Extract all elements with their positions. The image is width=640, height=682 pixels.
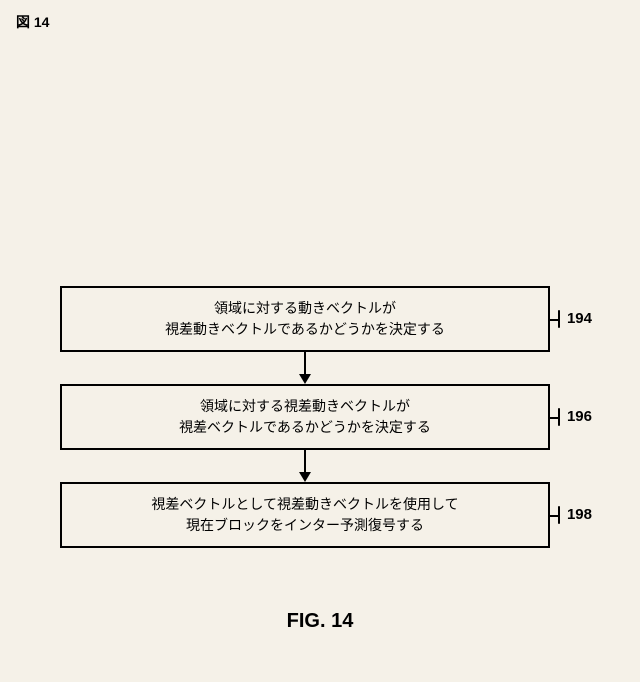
ref-label-1: 194 (567, 308, 592, 331)
flow-box-1: 領域に対する動きベクトルが 視差動きベクトルであるかどうかを決定する 194 (60, 286, 550, 352)
flow-box-1-line2: 視差動きベクトルであるかどうかを決定する (76, 319, 534, 340)
flow-box-1-line1: 領域に対する動きベクトルが (76, 298, 534, 319)
flowchart: 領域に対する動きベクトルが 視差動きベクトルであるかどうかを決定する 194 領… (60, 286, 590, 548)
ref-connector-icon (548, 288, 562, 350)
arrow-head-icon (299, 472, 311, 482)
arrow-line-icon (304, 352, 306, 376)
flow-box-2: 領域に対する視差動きベクトルが 視差ベクトルであるかどうかを決定する 196 (60, 384, 550, 450)
ref-label-3: 198 (567, 504, 592, 527)
flow-box-3-line1: 視差ベクトルとして視差動きベクトルを使用して (76, 494, 534, 515)
figure-caption: FIG. 14 (0, 610, 640, 633)
arrow-head-icon (299, 374, 311, 384)
arrow-1 (60, 352, 550, 384)
flow-box-3-line2: 現在ブロックをインター予測復号する (76, 515, 534, 536)
arrow-2 (60, 450, 550, 482)
ref-connector-icon (548, 386, 562, 448)
flow-box-3: 視差ベクトルとして視差動きベクトルを使用して 現在ブロックをインター予測復号する… (60, 482, 550, 548)
flow-box-2-line2: 視差ベクトルであるかどうかを決定する (76, 417, 534, 438)
flow-box-2-line1: 領域に対する視差動きベクトルが (76, 396, 534, 417)
arrow-line-icon (304, 450, 306, 474)
ref-connector-icon (548, 484, 562, 546)
ref-label-2: 196 (567, 406, 592, 429)
header-figure-label: 図 14 (16, 12, 49, 32)
